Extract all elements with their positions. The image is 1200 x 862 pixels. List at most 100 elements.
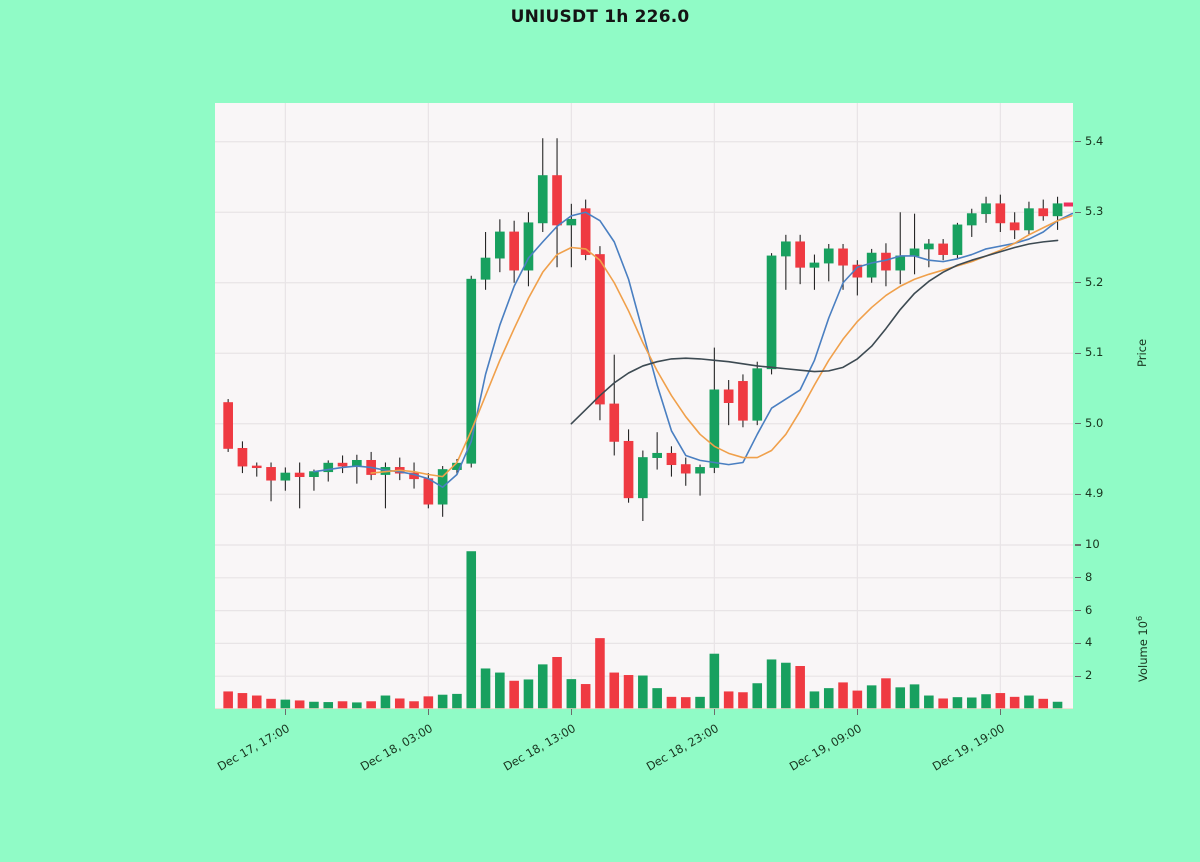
candle-body [337, 462, 348, 467]
price-tick-mark-5 [1075, 493, 1081, 495]
candle-body [938, 243, 948, 255]
volume-axis-title: Volume 106 [1135, 616, 1150, 683]
volume-tick-mark-1 [1075, 577, 1081, 579]
volume-bar [466, 551, 477, 709]
candle-body [981, 203, 991, 215]
volume-bar [566, 679, 577, 709]
candle-body [1052, 203, 1063, 217]
volume-bar [852, 690, 863, 709]
candle-body [580, 208, 591, 255]
volume-bar [895, 687, 906, 709]
candle-body [1009, 222, 1020, 231]
candle-body [1024, 208, 1034, 231]
volume-bar [823, 688, 834, 709]
candle-body [652, 452, 662, 458]
candle-body [895, 255, 906, 271]
candle-body [237, 448, 248, 467]
volume-bar [1038, 698, 1049, 709]
volume-bar [966, 697, 977, 709]
volume-series [223, 551, 1063, 709]
candle-series [223, 138, 1063, 522]
candle-body [266, 467, 276, 481]
candle-body [680, 464, 691, 474]
price-tick-label-5: 4.9 [1085, 486, 1104, 501]
candle-body [795, 241, 805, 268]
candle-body [666, 452, 677, 466]
volume-bar [423, 696, 434, 709]
candle-body [952, 224, 963, 255]
candle-body [966, 213, 977, 226]
candle-body [480, 257, 491, 280]
candle-body [552, 175, 562, 226]
volume-bar [223, 691, 233, 709]
x-tick-mark-2 [570, 709, 572, 715]
ma-long-dark [570, 239, 1059, 425]
volume-bar [509, 680, 519, 709]
x-tick-mark-0 [284, 709, 286, 715]
ma-short-blue [313, 211, 1073, 488]
volume-tick-mark-3 [1075, 642, 1081, 644]
candle-body [781, 241, 791, 257]
candle-body [1038, 208, 1049, 217]
price-tick-label-2: 5.2 [1085, 274, 1104, 289]
candle-body [509, 231, 519, 271]
candle-body [709, 389, 720, 468]
volume-tick-label-3: 4 [1085, 635, 1093, 650]
candle-body [909, 248, 920, 257]
ma-mid-orange [370, 214, 1073, 478]
volume-bar [323, 702, 334, 709]
volume-bar [709, 653, 720, 709]
volume-bar [809, 691, 820, 709]
volume-bar [881, 678, 891, 709]
candle-body [595, 254, 605, 405]
volume-bar [1052, 701, 1063, 709]
candle-body [609, 403, 620, 442]
volume-bar [623, 675, 634, 709]
volume-bar [352, 702, 362, 709]
volume-bar [609, 672, 620, 709]
volume-bar [766, 659, 777, 709]
candle-body [495, 231, 505, 259]
volume-bar [294, 700, 305, 709]
volume-bar [1024, 695, 1034, 709]
volume-bar [580, 684, 591, 709]
volume-bar [309, 701, 319, 709]
candle-body [995, 203, 1006, 224]
volume-bar [723, 691, 734, 709]
volume-bar [680, 697, 691, 709]
volume-bar [409, 701, 419, 709]
price-tick-label-1: 5.3 [1085, 204, 1104, 219]
candle-body [352, 459, 362, 467]
x-tick-label-4: Dec 19, 09:00 [787, 721, 865, 774]
price-tick-label-3: 5.1 [1085, 345, 1104, 360]
volume-bar [952, 697, 963, 709]
volume-bar [781, 662, 791, 709]
price-tick-label-4: 5.0 [1085, 415, 1104, 430]
candle-body [223, 402, 233, 449]
volume-tick-label-4: 2 [1085, 668, 1093, 683]
candle-body [838, 248, 848, 266]
candle-body [423, 478, 434, 505]
volume-bar [866, 685, 877, 709]
moving-average-lines [313, 211, 1073, 488]
grid-lines [215, 103, 1073, 709]
volume-bar [394, 698, 405, 709]
volume-bar [995, 693, 1006, 709]
x-tick-label-3: Dec 18, 23:00 [644, 721, 722, 774]
volume-tick-label-1: 8 [1085, 569, 1093, 584]
volume-bar [495, 672, 505, 709]
x-tick-label-5: Dec 19, 19:00 [930, 721, 1008, 774]
price-tick-mark-0 [1075, 141, 1081, 143]
volume-bar [981, 694, 991, 709]
x-tick-mark-4 [856, 709, 858, 715]
volume-bar [795, 666, 805, 709]
candle-body [251, 465, 262, 469]
price-tick-mark-3 [1075, 352, 1081, 354]
volume-bar [380, 695, 391, 709]
candlestick-svg [215, 103, 1073, 709]
candle-body [695, 467, 705, 474]
chart-plot-area[interactable] [215, 103, 1073, 709]
volume-bar [437, 694, 448, 709]
volume-bar [523, 679, 534, 709]
volume-bar [838, 682, 848, 709]
